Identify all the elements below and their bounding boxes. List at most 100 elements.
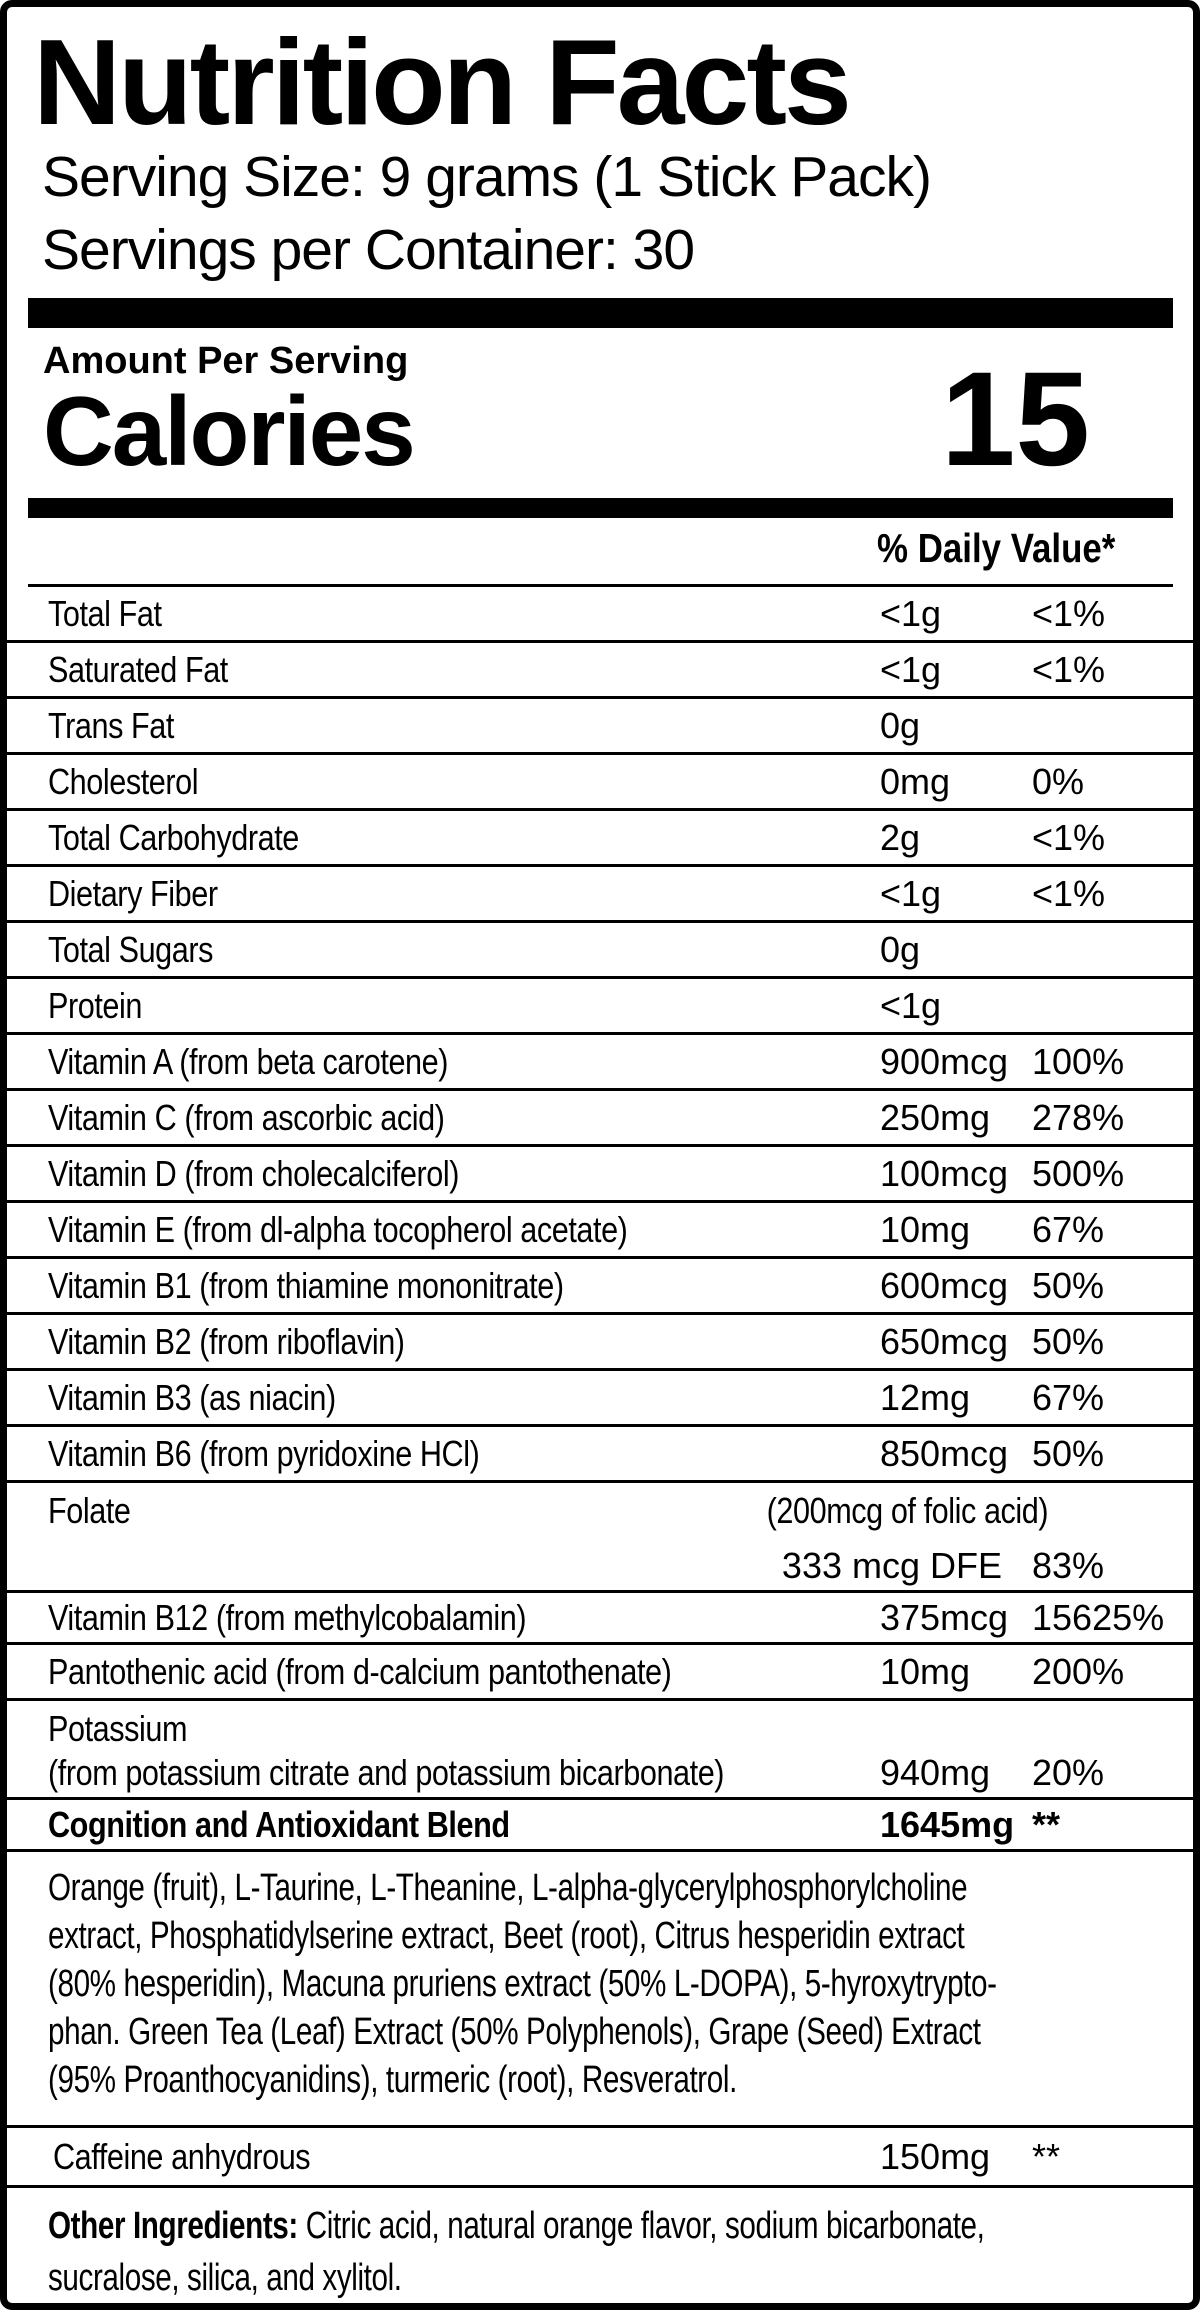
nutrient-daily-value: 67% xyxy=(1032,1376,1105,1418)
nutrient-amount: 250mg xyxy=(880,1096,991,1138)
potassium-row: Potassium (from potassium citrate and po… xyxy=(7,1701,1193,1800)
nutrient-amount: 10mg xyxy=(880,1650,971,1692)
nutrient-table: Total Fat <1g <1% Saturated Fat <1g <1% … xyxy=(7,587,1193,2303)
blend-amount: 1645mg xyxy=(880,1803,1015,1845)
thick-separator-bar-top xyxy=(28,298,1173,328)
nutrient-name: Caffeine anhydrous xyxy=(53,2135,311,2177)
nutrient-row: Vitamin B12 (from methylcobalamin) 375mc… xyxy=(7,1593,1193,1645)
blend-ingredients-line: phan. Green Tea (Leaf) Extract (50% Poly… xyxy=(48,2011,981,2053)
nutrient-row: Trans Fat 0g xyxy=(7,699,1193,755)
nutrient-name: Total Fat xyxy=(48,592,162,634)
serving-size-text: Serving Size: 9 grams (1 Stick Pack) xyxy=(42,145,932,209)
nutrient-daily-value: 20% xyxy=(1032,1752,1105,1793)
blend-daily-value: ** xyxy=(1032,1803,1061,1845)
nutrient-name: Vitamin D (from cholecalciferol) xyxy=(48,1152,459,1194)
nutrient-name: Vitamin B3 (as niacin) xyxy=(48,1376,336,1418)
nutrient-daily-value: <1% xyxy=(1032,592,1106,634)
nutrient-amount: <1g xyxy=(880,592,942,634)
nutrient-amount: 0g xyxy=(880,704,921,746)
blend-ingredients-line: Orange (fruit), L-Taurine, L-Theanine, L… xyxy=(48,1867,968,1909)
nutrient-row: Vitamin C (from ascorbic acid) 250mg 278… xyxy=(7,1091,1193,1147)
blend-ingredients-line: extract, Phosphatidylserine extract, Bee… xyxy=(48,1915,965,1957)
nutrient-amount: <1g xyxy=(880,648,942,690)
nutrient-name: Vitamin E (from dl-alpha tocopherol acet… xyxy=(48,1208,628,1250)
nutrient-row: Vitamin B6 (from pyridoxine HCl) 850mcg … xyxy=(7,1427,1193,1483)
nutrient-row: Vitamin E (from dl-alpha tocopherol acet… xyxy=(7,1203,1193,1259)
nutrient-name: Trans Fat xyxy=(48,704,174,746)
nutrient-row: Dietary Fiber <1g <1% xyxy=(7,867,1193,923)
nutrient-amount: 10mg xyxy=(880,1208,971,1250)
nutrient-daily-value: 278% xyxy=(1032,1096,1125,1138)
folate-source-note: (200mcg of folic acid) xyxy=(766,1489,1049,1531)
calories-value: 15 xyxy=(940,345,1090,494)
nutrient-daily-value: ** xyxy=(1032,2135,1061,2177)
potassium-source-note: (from potassium citrate and potassium bi… xyxy=(48,1752,725,1793)
nutrient-daily-value: <1% xyxy=(1032,816,1106,858)
nutrient-name: Vitamin A (from beta carotene) xyxy=(48,1040,448,1082)
nutrient-amount: 600mcg xyxy=(880,1264,1009,1306)
nutrient-amount: 650mcg xyxy=(880,1320,1009,1362)
nutrient-row: Total Fat <1g <1% xyxy=(7,587,1193,643)
nutrient-daily-value: 100% xyxy=(1032,1040,1125,1082)
label-title: Nutrition Facts xyxy=(33,14,852,150)
nutrient-daily-value: 500% xyxy=(1032,1152,1125,1194)
nutrient-name: Vitamin B12 (from methylcobalamin) xyxy=(48,1596,527,1638)
folate-line-1: Folate (200mcg of folic acid) xyxy=(7,1483,1193,1538)
blend-ingredients-line: (95% Proanthocyanidins), turmeric (root)… xyxy=(48,2059,737,2101)
nutrient-row: Vitamin B1 (from thiamine mononitrate) 6… xyxy=(7,1259,1193,1315)
nutrient-amount: 940mg xyxy=(880,1752,991,1793)
nutrient-amount: 2g xyxy=(880,816,921,858)
thick-separator-bar-calories xyxy=(28,498,1173,518)
nutrient-row: Protein <1g xyxy=(7,979,1193,1035)
other-ingredients-label: Other Ingredients: xyxy=(48,2205,298,2247)
servings-per-container-text: Servings per Container: 30 xyxy=(42,218,695,282)
nutrient-name: Protein xyxy=(48,984,142,1026)
nutrient-name: Pantothenic acid (from d-calcium pantoth… xyxy=(48,1650,672,1692)
nutrient-row: Total Sugars 0g xyxy=(7,923,1193,979)
nutrient-daily-value: 83% xyxy=(1032,1544,1105,1586)
nutrient-row: Pantothenic acid (from d-calcium pantoth… xyxy=(7,1645,1193,1701)
potassium-line-2: (from potassium citrate and potassium bi… xyxy=(7,1751,1193,1795)
amount-per-serving-label: Amount Per Serving xyxy=(43,340,409,382)
nutrient-amount: 900mcg xyxy=(880,1040,1009,1082)
nutrient-name: Vitamin B2 (from riboflavin) xyxy=(48,1320,405,1362)
nutrient-name: Vitamin C (from ascorbic acid) xyxy=(48,1096,445,1138)
blend-header-row: Cognition and Antioxidant Blend 1645mg *… xyxy=(7,1800,1193,1852)
nutrient-daily-value: 50% xyxy=(1032,1264,1105,1306)
nutrient-daily-value: 15625% xyxy=(1032,1596,1165,1638)
nutrient-row: Vitamin B3 (as niacin) 12mg 67% xyxy=(7,1371,1193,1427)
nutrient-amount: 150mg xyxy=(880,2135,991,2177)
nutrient-name: Vitamin B1 (from thiamine mononitrate) xyxy=(48,1264,564,1306)
potassium-line-1: Potassium xyxy=(7,1707,1193,1751)
nutrient-rows-after-folate: Vitamin B12 (from methylcobalamin) 375mc… xyxy=(7,1593,1193,1701)
blend-name: Cognition and Antioxidant Blend xyxy=(48,1803,510,1845)
folate-line-2: 333 mcg DFE 83% xyxy=(7,1538,1193,1593)
nutrient-daily-value: 50% xyxy=(1032,1432,1105,1474)
nutrient-row: Total Carbohydrate 2g <1% xyxy=(7,811,1193,867)
nutrient-daily-value: 200% xyxy=(1032,1650,1125,1692)
nutrient-amount: 850mcg xyxy=(880,1432,1009,1474)
nutrient-amount: <1g xyxy=(880,872,942,914)
nutrient-amount: 0mg xyxy=(880,760,951,802)
nutrient-daily-value: 67% xyxy=(1032,1208,1105,1250)
nutrient-amount: 333 mcg DFE xyxy=(781,1544,1002,1586)
nutrient-name: Vitamin B6 (from pyridoxine HCl) xyxy=(48,1432,480,1474)
nutrient-rows-main: Total Fat <1g <1% Saturated Fat <1g <1% … xyxy=(7,587,1193,1483)
nutrient-name: Total Carbohydrate xyxy=(48,816,299,858)
other-ingredients-line-1: Other Ingredients: Citric acid, natural … xyxy=(48,2200,985,2252)
other-ingredients-section: Other Ingredients: Citric acid, natural … xyxy=(7,2188,1193,2303)
caffeine-row: Caffeine anhydrous 150mg ** xyxy=(7,2128,1193,2188)
calories-row: Calories 15 xyxy=(43,353,1090,487)
nutrient-row: Vitamin A (from beta carotene) 900mcg 10… xyxy=(7,1035,1193,1091)
nutrient-name: Dietary Fiber xyxy=(48,872,218,914)
nutrient-daily-value: <1% xyxy=(1032,648,1106,690)
nutrient-amount: 12mg xyxy=(880,1376,971,1418)
nutrient-amount: <1g xyxy=(880,984,942,1026)
nutrient-amount: 100mcg xyxy=(880,1152,1009,1194)
blend-ingredients-line: (80% hesperidin), Macuna pruriens extrac… xyxy=(48,1963,997,2005)
nutrient-row: Vitamin D (from cholecalciferol) 100mcg … xyxy=(7,1147,1193,1203)
nutrient-name: Folate xyxy=(48,1489,131,1531)
nutrient-row: Cholesterol 0mg 0% xyxy=(7,755,1193,811)
nutrient-amount: 375mcg xyxy=(880,1596,1009,1638)
